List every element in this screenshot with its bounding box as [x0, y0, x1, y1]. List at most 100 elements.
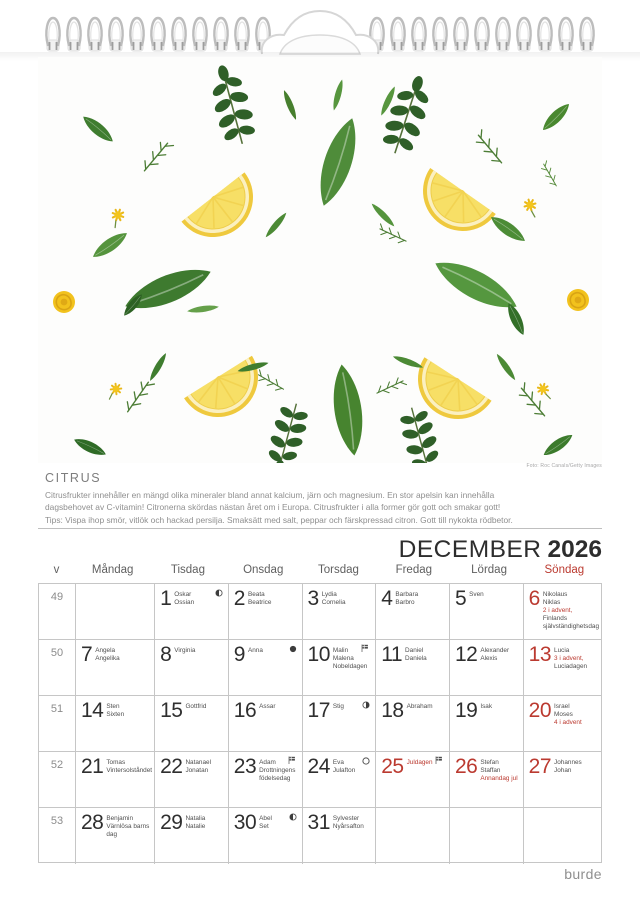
date-number: 25	[381, 755, 404, 778]
date-number: 23	[233, 755, 257, 778]
day-cell: 14 Sten Sixten	[76, 696, 156, 752]
hanger-cutout	[260, 9, 380, 55]
day-cell: 30 Abel Set	[229, 808, 303, 864]
day-cell: 11 Daniel Daniela	[376, 640, 450, 696]
name-days: Johannes Johan	[554, 756, 582, 777]
name-days: Malin Malena Nobeldagen	[333, 644, 367, 671]
name-days: Barbara Barbro	[395, 588, 418, 609]
name-day: Angela	[95, 646, 116, 654]
day-cell: 1 Oskar Ossian	[155, 584, 229, 640]
date-number: 17	[307, 699, 331, 722]
day-cell: 3 Lydia Cornelia	[302, 584, 377, 640]
date-number: 20	[528, 699, 552, 722]
name-day: Niklas	[542, 598, 561, 606]
name-day: Malin	[332, 646, 349, 654]
holiday-note: Värnlösa barns dag	[106, 822, 150, 838]
day-header: Torsdag	[318, 564, 359, 576]
section-text-line: dagsbehovet av C-vitamin! Citronerna skö…	[45, 502, 501, 513]
day-cell	[524, 808, 601, 864]
date-number: 5	[454, 587, 467, 610]
day-cell: 31 Sylvester Nyårsafton	[303, 808, 377, 864]
name-days: Natalia Natalie	[185, 812, 205, 833]
name-days: Gottfrid	[185, 700, 206, 721]
name-day: Beata	[247, 590, 265, 598]
date-number: 10	[307, 643, 331, 666]
name-day: Barbara	[395, 590, 419, 598]
name-day: Israel	[554, 702, 570, 710]
name-days: Natanael Jonatan	[185, 756, 211, 777]
day-header: Måndag	[91, 564, 134, 576]
date-number: 24	[307, 755, 331, 778]
flag-day-icon	[361, 644, 369, 652]
name-days: Benjamin Värnlösa barns dag	[106, 812, 152, 839]
day-cell: 21 Tomas Vintersolståndet	[76, 752, 156, 808]
day-cell: 7 Angela Angelika	[76, 640, 156, 696]
name-day: Beatrice	[247, 598, 272, 606]
binding-loop	[432, 16, 448, 52]
binding-loop	[129, 16, 145, 52]
name-days: Sten Sixten	[106, 700, 124, 721]
binding-loop	[516, 16, 532, 52]
date-number: 16	[233, 699, 257, 722]
small-leaves	[71, 78, 576, 460]
date-number: 13	[528, 643, 552, 666]
name-day: Sixten	[106, 710, 125, 718]
date-number: 14	[81, 699, 104, 722]
name-day: Alexis	[480, 654, 498, 662]
name-days: Nikolaus Niklas 2 i advent, Finlands självs…	[543, 588, 599, 631]
year: 2026	[547, 536, 602, 563]
binding-loop	[453, 16, 469, 52]
day-header: Lördag	[471, 564, 507, 576]
day-header: Tisdag	[170, 564, 205, 576]
section-text-line: Citrusfrukter innehåller en mängd olika …	[45, 490, 495, 500]
day-cell: 10 Malin Malena Nobeldagen	[302, 640, 377, 696]
brand-logo: burde	[564, 866, 602, 882]
date-number: 8	[160, 643, 172, 666]
binding-loop	[66, 16, 82, 52]
name-days: Adam Drottningens födelsedag	[259, 756, 299, 783]
day-cell: 24 Eva Julafton	[302, 752, 377, 808]
binding-loop	[234, 16, 250, 52]
photo-credit: Foto: Roc Canals/Getty Images	[526, 463, 602, 469]
name-days: Lydia Cornelia	[322, 588, 346, 609]
date-number: 4	[381, 587, 393, 610]
paper-top-shadow	[0, 52, 640, 61]
date-number: 19	[454, 699, 478, 722]
name-day: Daniel	[405, 646, 424, 654]
name-day: Tomas	[106, 758, 126, 766]
name-day: Assar	[259, 702, 276, 710]
binding-loop	[45, 16, 61, 52]
date-number: 12	[454, 643, 478, 666]
binding-loop	[192, 16, 208, 52]
day-cell: 26 Stefan Staffan Annandag jul	[449, 752, 524, 808]
name-day: Lydia	[321, 590, 337, 598]
holiday-note: Vintersolståndet	[106, 766, 153, 774]
day-cell: 18 Abraham	[376, 696, 450, 752]
binding-loop	[495, 16, 511, 52]
day-cell: 2 Beata Beatrice	[228, 584, 303, 640]
day-cell: 15 Gottfrid	[155, 696, 229, 752]
day-cell: 19 Isak	[449, 696, 524, 752]
name-day: Barbro	[395, 598, 415, 606]
date-number: 18	[381, 699, 404, 722]
binding-loop	[390, 16, 406, 52]
name-days: Virginia	[174, 644, 195, 665]
name-days: Juldagen	[407, 756, 433, 777]
day-cell: 9 Anna	[228, 640, 303, 696]
day-cell: 25 Juldagen	[376, 752, 450, 808]
name-day: Anna	[247, 646, 263, 654]
week-number: 50	[39, 640, 76, 696]
day-cell: 16 Assar	[228, 696, 303, 752]
holiday-note: Luciadagen	[554, 662, 588, 670]
month-name: DECEMBER	[398, 536, 542, 563]
date-number: 22	[160, 755, 183, 778]
moon-phase-icon	[362, 757, 370, 765]
binding-loop	[537, 16, 553, 52]
binding-wire	[45, 16, 595, 52]
date-number: 29	[160, 811, 183, 834]
day-cell	[376, 808, 450, 864]
date-number: 3	[307, 587, 320, 610]
name-day: Isak	[480, 702, 493, 710]
name-days: Abel Set	[259, 812, 272, 833]
binding-loop	[108, 16, 124, 52]
